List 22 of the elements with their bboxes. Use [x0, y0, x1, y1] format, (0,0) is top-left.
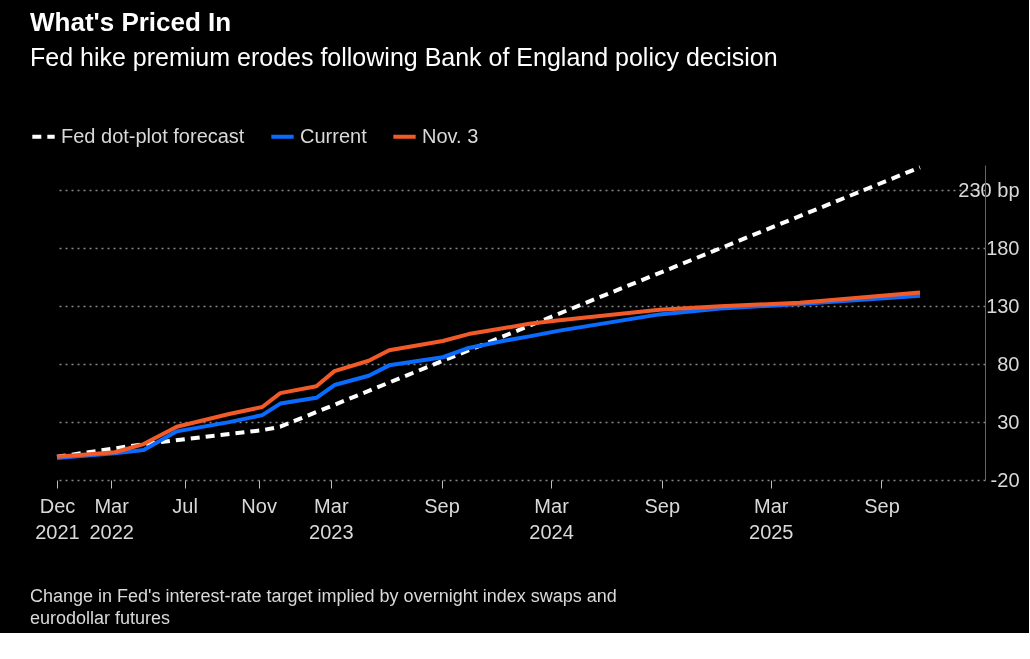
chart-title: What's Priced In [30, 7, 232, 37]
legend-label: Current [300, 124, 368, 147]
legend-label: Fed dot-plot forecast [61, 124, 245, 147]
x-tick-label: Nov [241, 494, 277, 517]
y-tick-label: 180 [986, 236, 1020, 259]
x-tick-label: Mar 2022 [89, 494, 134, 543]
chart-subtitle: Fed hike premium erodes following Bank of England policy decision [30, 43, 778, 71]
x-tick-label: Sep [644, 494, 681, 517]
x-tick-label: Mar 2025 [749, 494, 794, 543]
x-tick-label: Sep [864, 494, 900, 517]
text: Change in Fed's interest-rate target implied by overnight index swaps and eurodollar futures [30, 586, 617, 628]
x-tick-label: Mar 2024 [529, 494, 574, 543]
y-tick-label: -20 [990, 468, 1020, 491]
legend-label: Nov. 3 [422, 124, 479, 147]
x-tick-label: Mar 2023 [309, 494, 354, 543]
x-tick-label: Jul [172, 494, 198, 517]
y-tick-label: 80 [997, 352, 1020, 375]
y-tick-label: 130 [986, 294, 1020, 317]
x-tick-label: Sep [424, 494, 460, 517]
y-tick-label: 30 [997, 410, 1020, 433]
x-tick-label: Dec 2021 [35, 494, 80, 543]
y-tick-label: 230 bp [958, 178, 1020, 201]
